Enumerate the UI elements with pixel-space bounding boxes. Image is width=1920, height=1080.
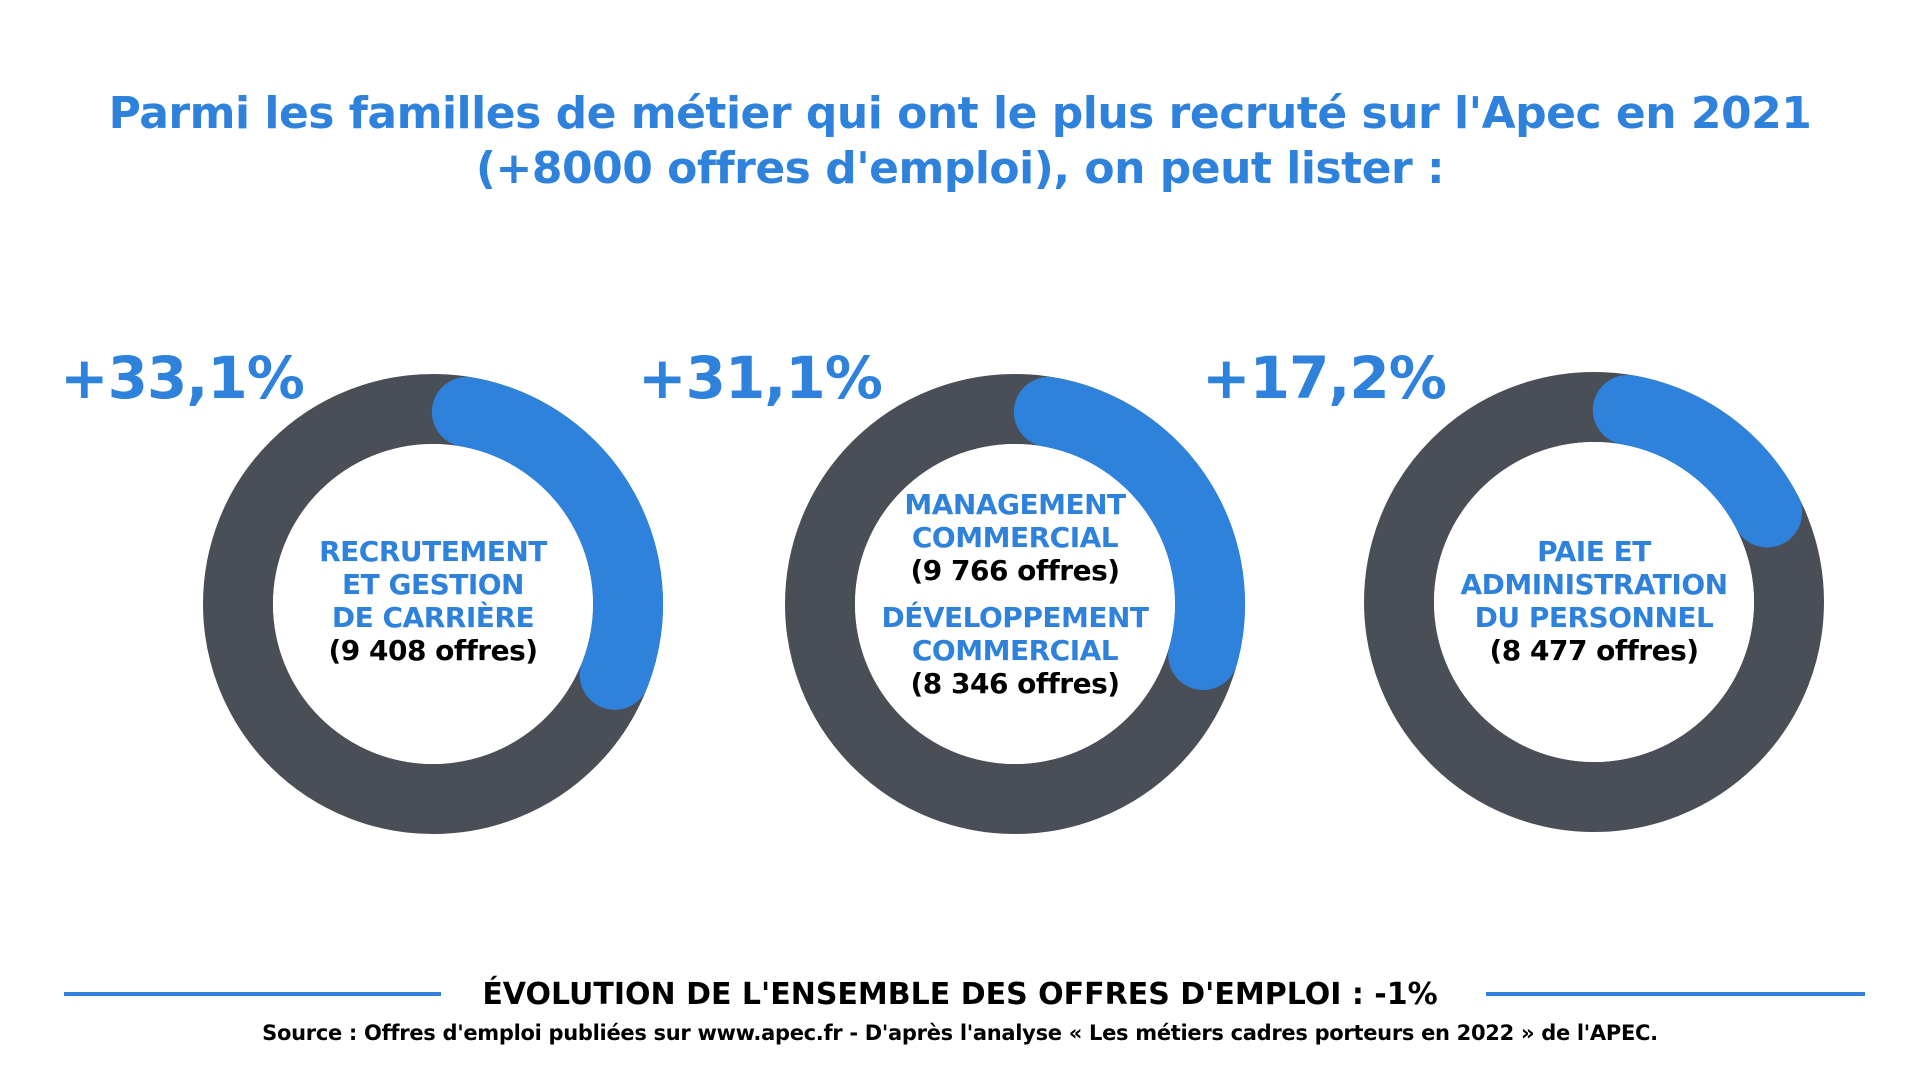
offer-count: (8 346 offres) [910,667,1120,700]
page-title: Parmi les familles de métier qui ont le … [0,86,1920,196]
offer-count: (9 766 offres) [910,554,1120,587]
donut-1-label: RECRUTEMENT ET GESTION DE CARRIÈRE (9 40… [283,535,583,667]
percent-label-3: +17,2% [1202,344,1447,412]
category-line: DU PERSONNEL [1474,601,1714,634]
donut-arc-2 [1013,376,1245,691]
category-line: COMMERCIAL [911,634,1119,667]
category-line: ADMINISTRATION [1460,568,1728,601]
donut-arc-1 [431,376,663,710]
donut-hole [855,444,1175,764]
offer-count: (9 408 offres) [328,634,538,667]
divider-left [64,992,441,996]
category-line: DÉVELOPPEMENT [881,601,1149,634]
footer-heading: ÉVOLUTION DE L'ENSEMBLE DES OFFRES D'EMP… [482,977,1438,1012]
offer-count: (8 477 offres) [1489,634,1699,667]
category-line: DE CARRIÈRE [331,601,535,634]
donut-2-label: MANAGEMENT COMMERCIAL (9 766 offres) DÉV… [865,488,1165,700]
category-line: MANAGEMENT [904,488,1126,521]
category-line: ET GESTION [341,568,525,601]
percent-label-2: +31,1% [638,344,883,412]
source-note: Source : Offres d'emploi publiées sur ww… [262,1021,1658,1045]
donut-3-label: PAIE ET ADMINISTRATION DU PERSONNEL (8 4… [1444,535,1744,667]
category-line: RECRUTEMENT [319,535,547,568]
donut-hole [273,444,593,764]
donut-hole [1434,442,1754,762]
category-line: COMMERCIAL [911,521,1119,554]
title-line-2: (+8000 offres d'emploi), on peut lister … [475,143,1445,194]
title-line-1: Parmi les familles de métier qui ont le … [108,88,1812,139]
divider-right [1486,992,1865,996]
percent-label-1: +33,1% [60,344,305,412]
donut-arc-3 [1592,374,1803,548]
category-line: PAIE ET [1537,535,1651,568]
